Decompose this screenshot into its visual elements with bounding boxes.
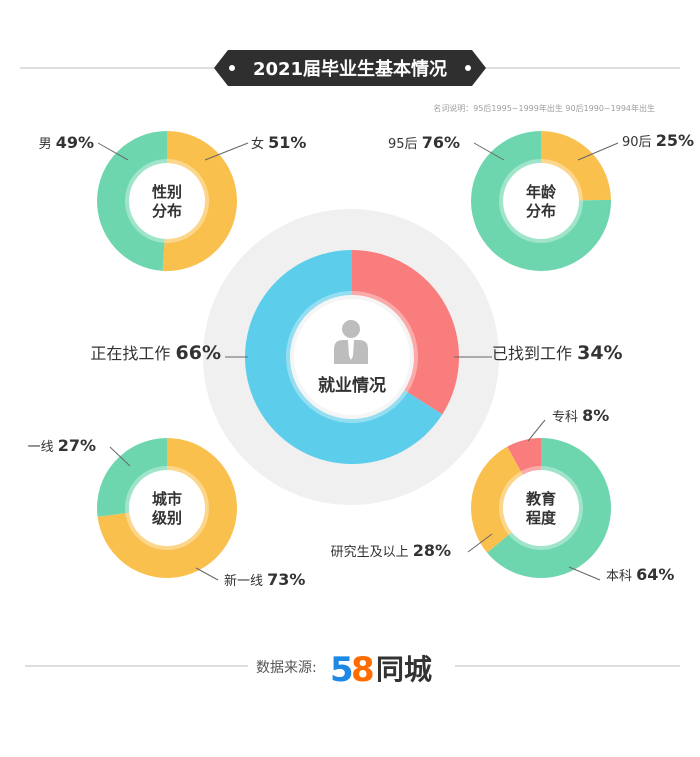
slice-age-0 xyxy=(541,131,611,201)
donut-hole-city xyxy=(133,474,201,542)
slice-label-age-0: 90后 25% xyxy=(622,131,694,150)
slice-city-0 xyxy=(97,438,238,578)
inner-ring-city xyxy=(125,466,209,550)
center-label-city-1: 城市 xyxy=(152,490,182,508)
brand-logo-text: 同城 xyxy=(376,653,432,686)
footer: 数据来源: 5 8 同城 xyxy=(25,650,680,690)
slice-label-gender-1: 男 49% xyxy=(39,133,94,152)
leader-line-age-1 xyxy=(473,142,505,161)
leader-line-age-0 xyxy=(577,142,619,161)
brand-logo-8: 8 xyxy=(351,650,375,690)
slice-education-1 xyxy=(471,446,523,553)
leader-line-education-1 xyxy=(467,533,493,553)
leader-line-education-0 xyxy=(568,566,601,581)
leader-line-education-2 xyxy=(527,419,546,442)
slice-label-city-0: 新一线 73% xyxy=(224,570,305,589)
center-label-education-1: 教育 xyxy=(525,490,556,508)
center-label-age-1: 年龄 xyxy=(526,183,557,201)
slice-gender-0 xyxy=(162,131,238,271)
slice-education-2 xyxy=(507,438,541,475)
center-label-education-2: 程度 xyxy=(526,509,557,527)
slice-label-employment-1: 正在找工作 66% xyxy=(90,342,221,364)
source-label: 数据来源: xyxy=(256,660,317,676)
page-title: 2021届毕业生基本情况 xyxy=(253,58,447,80)
brand-logo-5: 5 xyxy=(330,650,354,690)
inner-ring-age xyxy=(499,159,583,243)
person-icon xyxy=(334,320,368,364)
donut-hole-age xyxy=(507,167,575,235)
slice-gender-1 xyxy=(97,131,167,271)
slice-age-1 xyxy=(470,131,611,271)
slice-label-education-0: 本科 64% xyxy=(606,565,674,584)
donut-hole-education xyxy=(507,474,575,542)
banner-dot-right xyxy=(465,65,471,71)
header: 2021届毕业生基本情况 名词说明：95后1995~1999年出生 90后199… xyxy=(20,50,680,113)
center-label-age-2: 分布 xyxy=(526,202,556,220)
leader-line-city-0 xyxy=(195,567,219,581)
leader-line-city-1 xyxy=(109,446,131,467)
banner-dot-left xyxy=(229,65,235,71)
header-banner xyxy=(214,50,486,86)
inner-ring-gender xyxy=(125,159,209,243)
center-label-gender-2: 分布 xyxy=(152,202,182,220)
slice-label-age-1: 95后 76% xyxy=(388,133,460,152)
inner-ring-employment xyxy=(286,291,418,423)
center-label-employment: 就业情况 xyxy=(318,375,386,396)
slice-employment-1 xyxy=(244,250,443,465)
slice-city-1 xyxy=(97,438,167,517)
inner-ring-education xyxy=(499,466,583,550)
leader-line-gender-1 xyxy=(97,142,129,161)
term-note: 名词说明：95后1995~1999年出生 90后1990~1994年出生 xyxy=(433,103,655,113)
slice-label-city-1: 一线 27% xyxy=(28,436,96,455)
slice-education-0 xyxy=(487,438,611,578)
slice-label-gender-0: 女 51% xyxy=(251,133,306,152)
donut-hole-gender xyxy=(133,167,201,235)
slice-label-employment-0: 已找到工作 34% xyxy=(492,342,623,364)
slice-employment-0 xyxy=(352,250,459,415)
leader-line-gender-0 xyxy=(204,142,249,161)
center-label-gender-1: 性别 xyxy=(152,183,182,201)
center-label-city-2: 级别 xyxy=(152,509,182,527)
slice-label-education-1: 研究生及以上 28% xyxy=(331,541,451,560)
slice-label-education-2: 专科 8% xyxy=(552,406,609,425)
